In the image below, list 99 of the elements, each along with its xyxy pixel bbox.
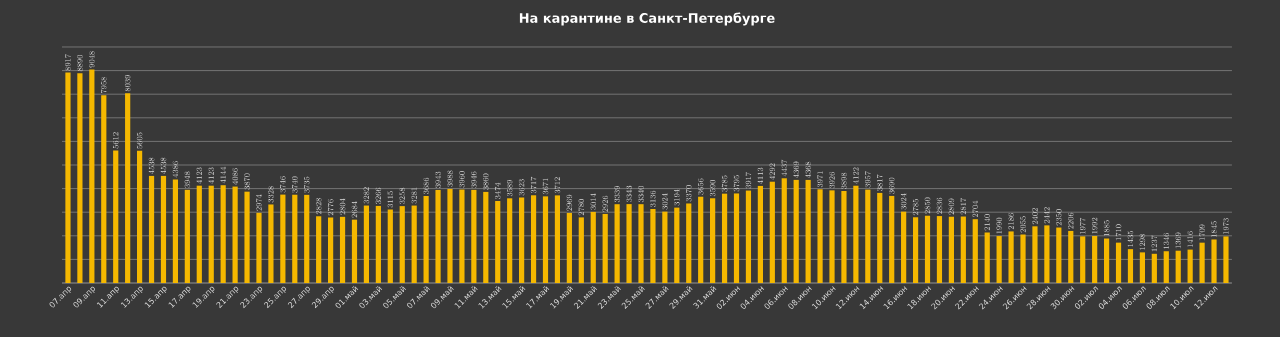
bar: [996, 236, 1002, 283]
bar: [960, 216, 966, 283]
bar: [936, 216, 943, 283]
bar: [459, 189, 465, 283]
bar: [507, 198, 513, 283]
bar: [292, 194, 298, 283]
bar: [853, 185, 859, 283]
bar: [351, 219, 358, 283]
bar: [89, 69, 95, 283]
bar: [841, 191, 847, 283]
chart-title: На карантине в Санкт-Петербурге: [519, 12, 775, 26]
bar: [1115, 242, 1122, 283]
bar: [1020, 234, 1026, 283]
bar: [865, 189, 871, 283]
bar: [447, 188, 453, 283]
bar: [769, 181, 775, 283]
bar: [721, 193, 728, 283]
bar: [566, 212, 572, 283]
bar: [125, 93, 131, 283]
bar: [650, 208, 656, 283]
bar: [578, 217, 584, 283]
bar: [196, 185, 202, 283]
bar: [877, 192, 883, 283]
bar: [328, 217, 334, 283]
bar: [268, 204, 274, 283]
bar: [1103, 238, 1110, 283]
bar: [1044, 225, 1050, 283]
bar: [984, 232, 990, 283]
bar: [184, 189, 190, 283]
bar: [208, 185, 214, 283]
bar: [912, 217, 919, 283]
bar: [220, 185, 226, 283]
bar: [1068, 230, 1074, 283]
bar: [77, 73, 83, 283]
bar: [602, 213, 608, 283]
bar: [1175, 250, 1181, 283]
bar: [793, 179, 799, 283]
bar: [244, 191, 250, 283]
bar: [101, 95, 107, 283]
bar: [554, 195, 561, 283]
bar: [805, 179, 811, 283]
bar: [148, 175, 155, 283]
bar: [1008, 231, 1014, 283]
bar: [674, 207, 680, 283]
bar: [304, 194, 310, 283]
bar: [1139, 252, 1145, 283]
bar: [817, 189, 823, 283]
bar: [889, 195, 895, 283]
bar: [375, 205, 381, 283]
bar: [160, 175, 167, 283]
bar: [1211, 239, 1217, 283]
bar: [614, 204, 620, 283]
bar: [542, 196, 549, 283]
bar: [733, 193, 740, 283]
bar: [172, 179, 179, 283]
bar: [1127, 249, 1134, 283]
bar: [1187, 249, 1193, 283]
bar: [1032, 226, 1038, 283]
bar: [1080, 236, 1086, 283]
bar: [65, 72, 71, 283]
bar: [399, 206, 405, 283]
bar: [901, 211, 907, 283]
bar: [626, 204, 632, 283]
bar: [972, 219, 978, 283]
bar: [1199, 242, 1205, 283]
bar: [483, 191, 489, 283]
bar: [435, 189, 441, 283]
bar: [662, 211, 668, 283]
bar: [113, 150, 119, 283]
bar: [948, 216, 954, 283]
bar: [411, 205, 417, 283]
bar: [232, 186, 238, 283]
bar: [1151, 253, 1157, 283]
bar: [339, 216, 346, 283]
bar: [471, 189, 477, 283]
bar: [745, 190, 752, 283]
bar: [757, 185, 763, 283]
bar: [1056, 227, 1062, 283]
bar: [1163, 251, 1169, 283]
bar: [495, 201, 501, 283]
bar: [710, 198, 716, 283]
bar: [698, 196, 704, 283]
bar: [638, 204, 644, 283]
bar: [519, 197, 525, 283]
bar: [530, 195, 537, 283]
bar: [256, 212, 262, 283]
bar: [1223, 236, 1229, 283]
bar: [137, 150, 143, 283]
bar: [387, 209, 393, 283]
bar: [781, 178, 787, 283]
bar: [423, 196, 429, 283]
bar: [829, 190, 835, 283]
bar: [686, 203, 692, 283]
bar: [316, 216, 322, 283]
bar: [924, 215, 931, 283]
bar: [590, 211, 596, 283]
bar: [363, 205, 370, 283]
bar: [1092, 235, 1098, 283]
bar: [280, 194, 286, 283]
